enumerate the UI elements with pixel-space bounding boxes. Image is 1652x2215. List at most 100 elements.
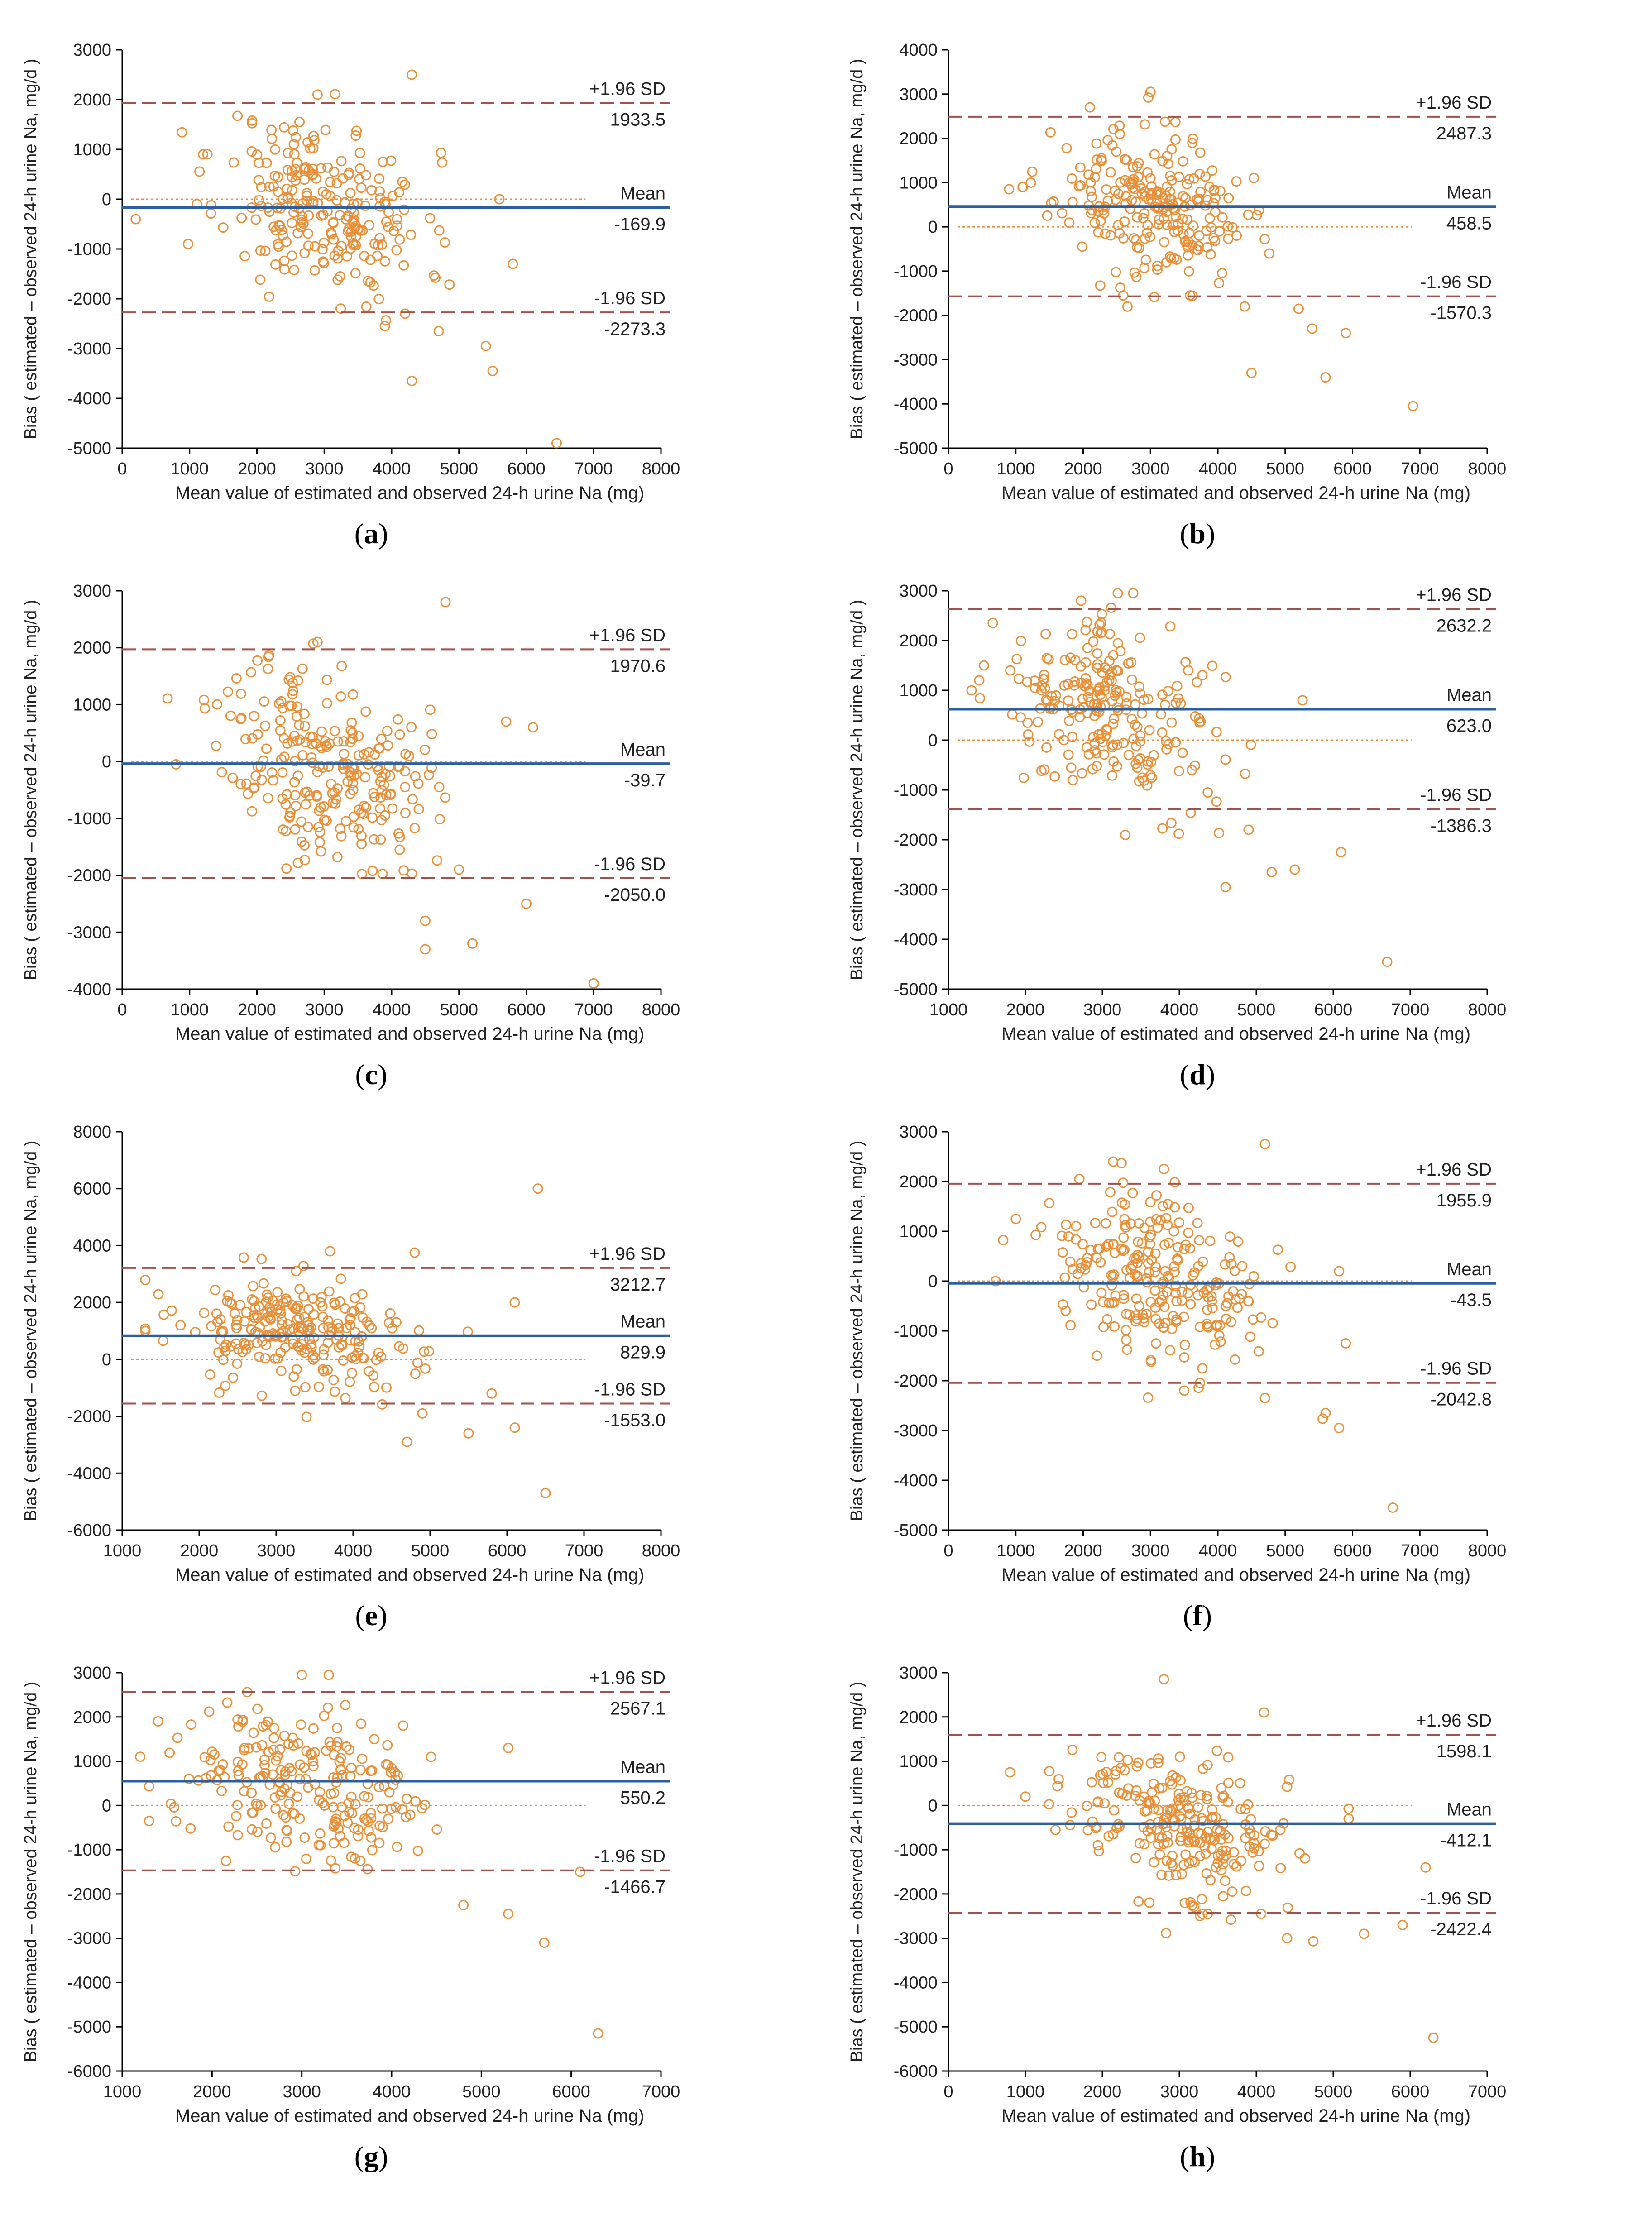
data-point [1243,824,1254,835]
data-point [390,1802,401,1813]
y-tick-label: -3000 [894,350,938,369]
data-point [394,844,405,855]
data-point [1159,213,1169,224]
data-point [336,660,347,671]
data-point [238,1252,249,1263]
data-point [1217,268,1228,279]
data-point [256,1390,267,1401]
data-point [270,1804,281,1814]
data-point [354,174,365,185]
data-point [1063,695,1074,706]
data-point [364,1320,375,1331]
data-point [1140,233,1150,244]
data-point [1173,828,1184,839]
data-point [1077,241,1087,252]
data-point [1150,1338,1161,1349]
data-point [1116,1158,1127,1168]
data-point [380,315,391,326]
data-point [1128,733,1139,744]
data-point [261,1818,272,1829]
data-point [1067,173,1077,184]
data-point [1156,1869,1167,1880]
data-point [1145,189,1156,200]
data-point [1103,1239,1114,1250]
data-point [1230,1354,1240,1365]
data-point [1096,617,1106,628]
data-point [329,166,340,177]
data-point [1159,1301,1170,1312]
data-point [1227,1886,1238,1897]
data-point [311,173,321,184]
data-point [215,1314,226,1325]
data-point [1157,689,1168,700]
data-point [362,1864,373,1875]
data-point [509,1297,520,1308]
data-point [1177,747,1188,758]
data-point [383,1813,394,1824]
data-point [1220,1845,1231,1856]
data-point [365,1808,376,1818]
data-point [214,1387,225,1398]
data-point [335,303,346,314]
data-point [356,808,367,818]
data-point [206,200,217,210]
data-point [237,1716,248,1727]
data-point [1189,1836,1200,1847]
data-point [1169,1177,1180,1188]
data-point [348,689,359,700]
data-point [1102,725,1113,736]
data-point [1091,138,1102,149]
data-point [394,234,405,245]
data-point [1195,1911,1206,1922]
data-point [392,214,402,225]
data-point [274,1744,285,1755]
y-tick-label: 1000 [899,1752,938,1771]
data-point [1161,181,1172,192]
panel-caption: (b) [1180,517,1215,550]
data-point [1107,140,1118,151]
data-point [235,779,246,789]
data-point [1207,660,1218,671]
data-point [1266,867,1277,877]
x-tick-label: 5000 [1237,1000,1276,1019]
data-point [246,1824,257,1835]
data-point [204,1706,215,1717]
data-point [1215,186,1226,196]
x-tick-label: 4000 [1237,2082,1276,2101]
data-point [290,175,301,186]
data-point [440,597,451,608]
data-point [306,1339,317,1350]
chart-b: 4000 3000 2000 1000 0 -1000 -2000 -3000 -4000 -50… [848,41,1506,550]
data-point [350,268,361,278]
data-point [340,816,351,827]
y-tick-label: -4000 [67,389,111,408]
data-point [1143,694,1154,705]
data-point [373,294,384,305]
data-point [289,264,300,275]
data-point [1233,1236,1244,1247]
data-point [366,185,377,196]
data-point [171,1816,182,1827]
data-point [1320,372,1331,383]
y-tick-label: 0 [102,1796,111,1815]
data-point [158,1335,168,1346]
data-point [299,1832,310,1843]
data-point [397,1720,408,1731]
data-point [1175,1775,1186,1786]
data-point [1166,717,1177,728]
data-point [1092,686,1103,697]
data-point [1231,230,1242,241]
data-point [1082,643,1093,654]
data-point [1120,191,1131,202]
data-point [398,865,409,876]
data-point [1065,1820,1076,1831]
data-point [1259,234,1270,244]
data-point [379,256,390,267]
data-point [413,804,424,814]
data-point [217,1759,228,1770]
y-tick-label: -2000 [894,1885,938,1904]
data-point [1161,219,1172,230]
data-point [376,815,387,826]
y-tick-label: -4000 [67,1973,111,1992]
upper-limit-label: +1.96 SD [1416,1160,1492,1180]
